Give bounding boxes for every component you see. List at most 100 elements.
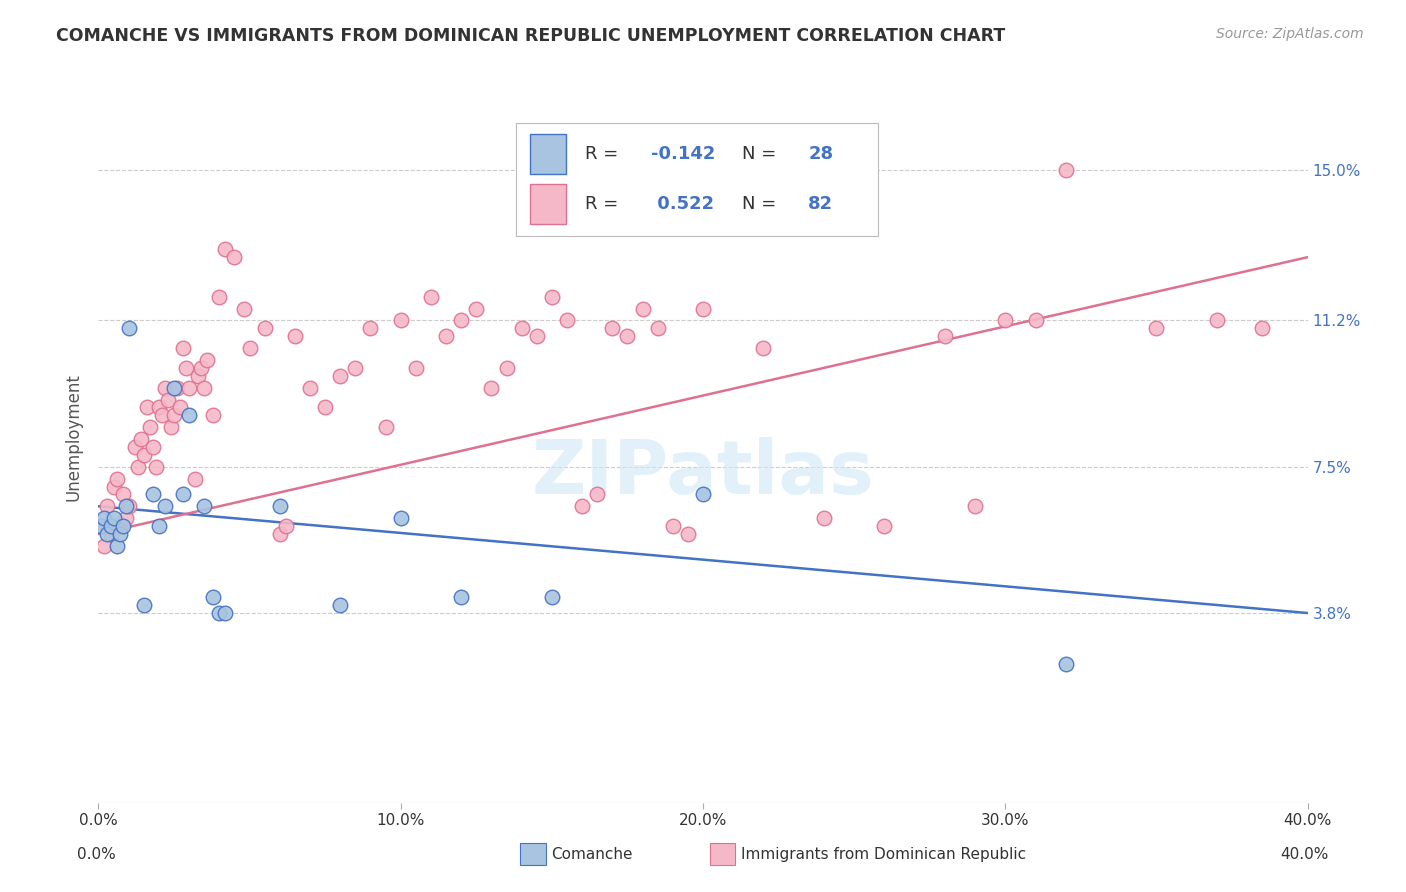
Point xyxy=(1054,163,1077,178)
Point xyxy=(93,539,115,553)
Text: -0.142: -0.142 xyxy=(651,145,716,163)
Point xyxy=(179,409,201,423)
Point xyxy=(647,321,669,335)
Point xyxy=(96,527,118,541)
Text: Immigrants from Dominican Republic: Immigrants from Dominican Republic xyxy=(741,847,1026,862)
Point xyxy=(129,432,152,446)
Point xyxy=(299,381,322,395)
Point xyxy=(100,519,122,533)
FancyBboxPatch shape xyxy=(516,122,879,235)
Point xyxy=(1024,313,1046,327)
Point xyxy=(90,519,112,533)
Point xyxy=(96,500,118,514)
Point xyxy=(1144,321,1167,335)
Point xyxy=(389,313,412,327)
Point xyxy=(1054,657,1077,672)
Bar xyxy=(530,134,567,175)
Point xyxy=(434,329,457,343)
Point xyxy=(148,519,170,533)
Point xyxy=(224,250,246,264)
Point xyxy=(813,511,835,525)
Point xyxy=(329,368,352,383)
Point xyxy=(166,381,188,395)
Point xyxy=(994,313,1017,327)
Point xyxy=(132,598,155,612)
Point xyxy=(187,368,209,383)
Point xyxy=(193,381,215,395)
Point xyxy=(214,242,236,256)
Text: R =: R = xyxy=(585,195,623,213)
Point xyxy=(142,440,165,454)
Point xyxy=(405,360,427,375)
Point xyxy=(153,500,176,514)
Text: 0.522: 0.522 xyxy=(651,195,714,213)
Point xyxy=(114,500,136,514)
Bar xyxy=(530,184,567,224)
Point xyxy=(934,329,956,343)
Point xyxy=(540,591,562,605)
Point xyxy=(1206,313,1229,327)
Point xyxy=(208,290,231,304)
Point xyxy=(602,321,624,335)
Point xyxy=(314,401,336,415)
Point xyxy=(450,313,472,327)
Text: R =: R = xyxy=(585,145,623,163)
Point xyxy=(965,500,987,514)
Point xyxy=(179,381,201,395)
Point xyxy=(124,440,146,454)
Point xyxy=(555,313,578,327)
Point xyxy=(692,301,714,316)
Text: 28: 28 xyxy=(808,145,834,163)
Point xyxy=(90,519,112,533)
Point xyxy=(269,500,291,514)
Point xyxy=(360,321,382,335)
Point xyxy=(329,598,352,612)
Point xyxy=(214,606,236,620)
Point xyxy=(239,341,262,355)
Y-axis label: Unemployment: Unemployment xyxy=(65,373,83,501)
Point xyxy=(274,519,297,533)
Text: N =: N = xyxy=(742,195,782,213)
Text: 82: 82 xyxy=(808,195,834,213)
Point xyxy=(692,487,714,501)
Point xyxy=(586,487,609,501)
Point xyxy=(153,381,176,395)
Point xyxy=(172,487,194,501)
Text: Comanche: Comanche xyxy=(551,847,633,862)
Text: ZIPatlas: ZIPatlas xyxy=(531,437,875,510)
Point xyxy=(202,591,225,605)
Point xyxy=(139,420,162,434)
Point xyxy=(193,500,215,514)
Point xyxy=(172,341,194,355)
Point xyxy=(540,290,562,304)
Point xyxy=(145,459,167,474)
Point xyxy=(100,527,122,541)
Point xyxy=(269,527,291,541)
Point xyxy=(150,409,173,423)
Point xyxy=(389,511,412,525)
Point xyxy=(142,487,165,501)
Point xyxy=(616,329,638,343)
Point xyxy=(232,301,254,316)
Point xyxy=(148,401,170,415)
Point xyxy=(174,360,197,375)
Point xyxy=(135,401,157,415)
Point xyxy=(465,301,488,316)
Point xyxy=(1251,321,1274,335)
Point xyxy=(374,420,396,434)
Point xyxy=(93,511,115,525)
Text: 0.0%: 0.0% xyxy=(77,847,117,862)
Point xyxy=(195,353,218,368)
Text: N =: N = xyxy=(742,145,782,163)
Point xyxy=(420,290,443,304)
Text: COMANCHE VS IMMIGRANTS FROM DOMINICAN REPUBLIC UNEMPLOYMENT CORRELATION CHART: COMANCHE VS IMMIGRANTS FROM DOMINICAN RE… xyxy=(56,27,1005,45)
Point xyxy=(202,409,225,423)
Point xyxy=(344,360,367,375)
Point xyxy=(169,401,191,415)
Point xyxy=(114,511,136,525)
Point xyxy=(156,392,179,407)
Point xyxy=(571,500,593,514)
Point xyxy=(495,360,517,375)
Point xyxy=(111,519,134,533)
Point xyxy=(481,381,503,395)
